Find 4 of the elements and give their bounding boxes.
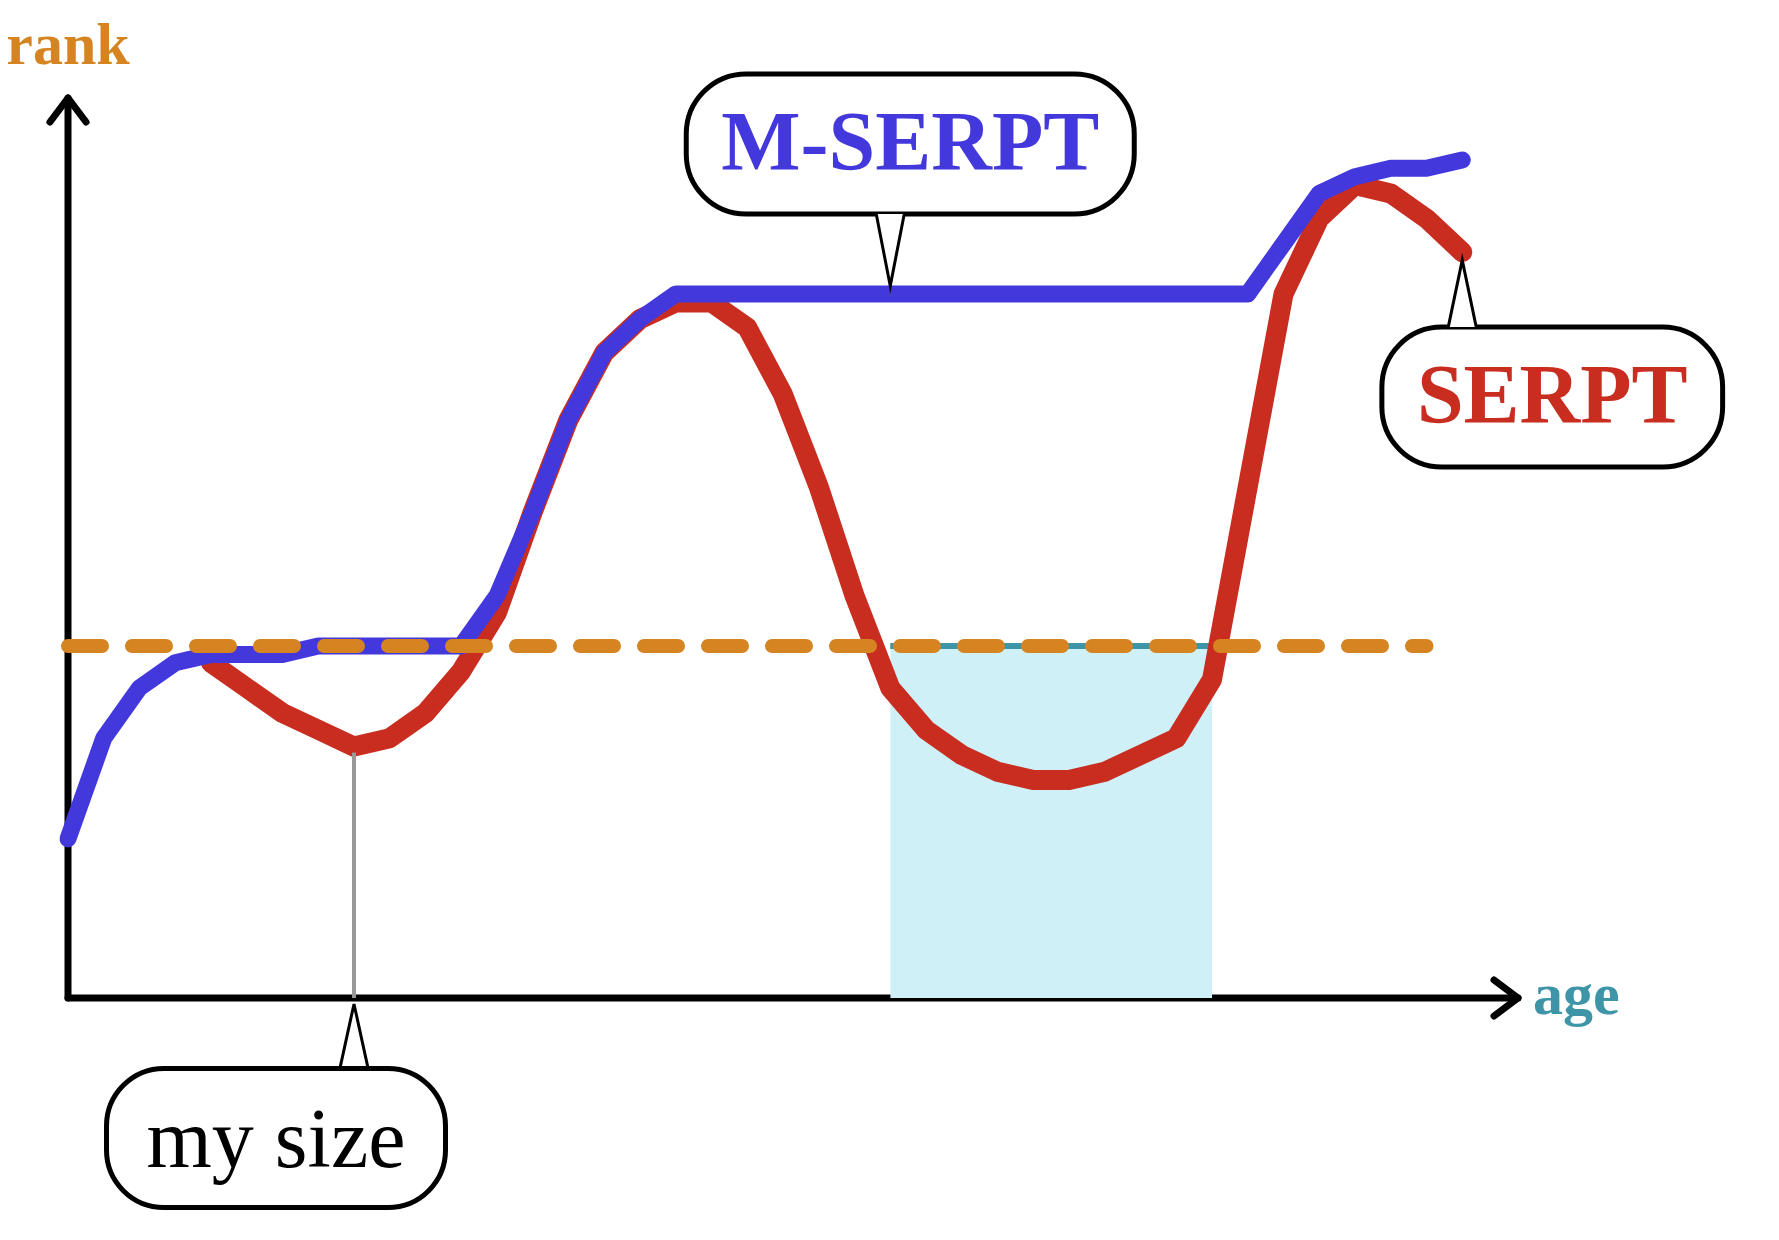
series-label: SERPT: [1416, 347, 1688, 441]
y-axis-title: rank: [6, 10, 131, 77]
x-axis-title: age: [1533, 960, 1620, 1027]
series-label: M-SERPT: [721, 94, 1100, 188]
